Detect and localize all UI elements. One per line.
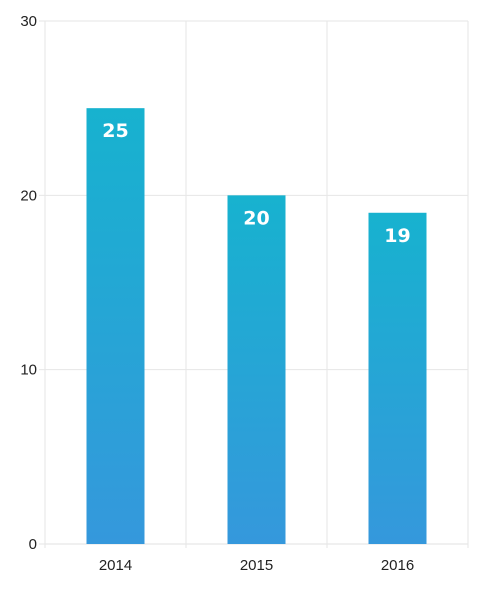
y-tick-label: 20 [20,187,37,204]
x-tick-label-2016: 2016 [381,557,414,574]
bars [86,108,427,545]
bar-2014[interactable] [86,108,145,545]
bar-2015[interactable] [227,195,286,545]
data-label-2016: 19 [384,225,410,247]
x-tick-label-2015: 2015 [240,557,273,574]
labels: 0 10 20 30 25 2014 20 2015 19 2016 [20,13,414,574]
y-tick-label: 30 [20,13,37,30]
data-label-2014: 25 [102,120,128,142]
y-tick-label: 0 [29,536,37,553]
y-tick-label: 10 [20,362,37,379]
x-tick-label-2014: 2014 [99,557,132,574]
data-label-2015: 20 [243,207,269,229]
axes [39,20,45,545]
bar-2016[interactable] [368,212,427,544]
